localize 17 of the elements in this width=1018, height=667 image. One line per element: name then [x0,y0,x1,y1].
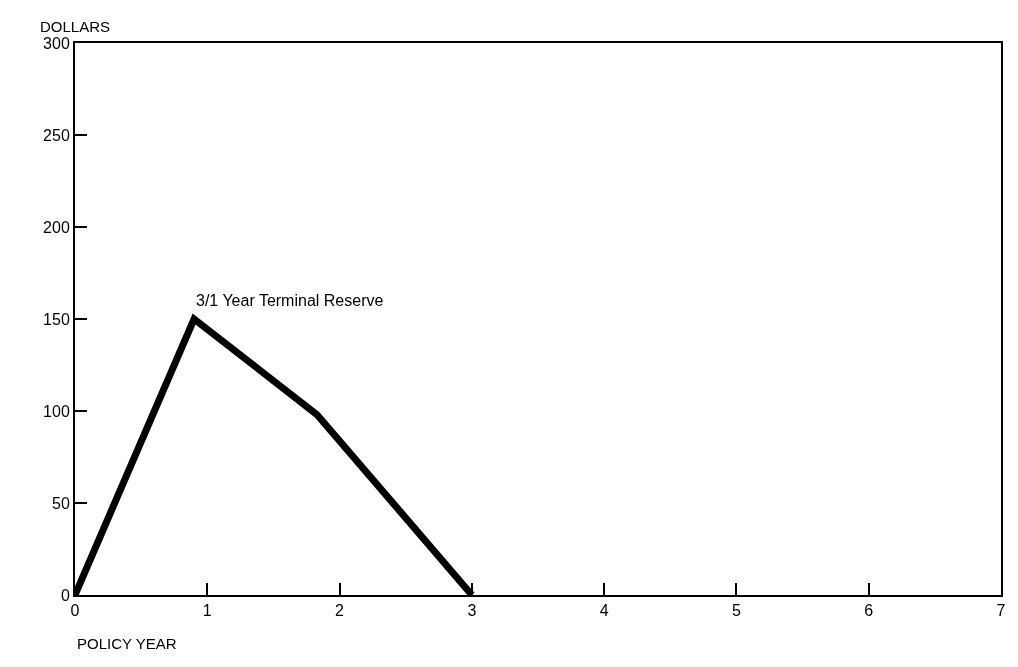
y-tick-label: 100 [43,402,70,420]
x-tick-label: 4 [599,602,609,620]
x-tick-label: 5 [731,602,741,620]
y-tick-label: 150 [43,310,70,328]
y-tick-label: 300 [43,34,70,52]
x-tick-label: 2 [335,602,345,620]
y-tick-label: 250 [43,126,70,144]
x-axis-title: POLICY YEAR [77,635,177,652]
y-axis-title: DOLLARS [40,18,111,35]
x-tick-label: 3 [467,602,477,620]
y-tick-label: 200 [43,218,70,236]
y-tick-label: 0 [60,586,70,604]
y-tick-label: 50 [52,494,70,512]
x-tick-label: 7 [996,602,1006,620]
x-tick-label: 6 [864,602,874,620]
annotation: 3/1 Year Terminal Reserve [196,292,384,309]
x-tick-label: 1 [202,602,212,620]
